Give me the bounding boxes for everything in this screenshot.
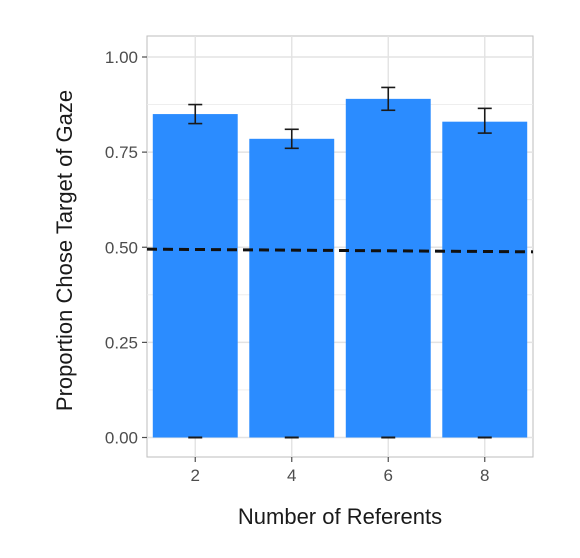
bar-4 <box>249 138 335 438</box>
y-tick-label: 0.00 <box>105 429 138 448</box>
bar-6 <box>345 98 431 438</box>
error-bar-6 <box>381 86 396 112</box>
bar-8 <box>442 121 528 438</box>
y-tick-label: 1.00 <box>105 48 138 67</box>
x-tick-label: 2 <box>191 466 200 485</box>
bar-2 <box>152 114 238 438</box>
y-axis-title: Proportion Chose Target of Gaze <box>52 90 77 411</box>
error-bar-2 <box>188 103 203 125</box>
x-tick-label: 8 <box>480 466 489 485</box>
x-axis: 2 4 6 8 <box>191 457 489 485</box>
reference-line-group <box>146 247 534 254</box>
x-tick-label: 6 <box>384 466 393 485</box>
y-axis: 0.00 0.25 0.50 0.75 1.00 <box>105 48 147 448</box>
y-tick-label: 0.75 <box>105 143 138 162</box>
y-tick-label: 0.25 <box>105 333 138 352</box>
error-bar-8 <box>477 107 492 134</box>
y-tick-label: 0.50 <box>105 238 138 257</box>
x-axis-title: Number of Referents <box>238 504 442 529</box>
x-tick-label: 4 <box>287 466 296 485</box>
error-bars <box>188 86 492 150</box>
bars <box>152 98 528 439</box>
reference-line <box>146 247 534 254</box>
error-bar-4 <box>284 128 299 150</box>
